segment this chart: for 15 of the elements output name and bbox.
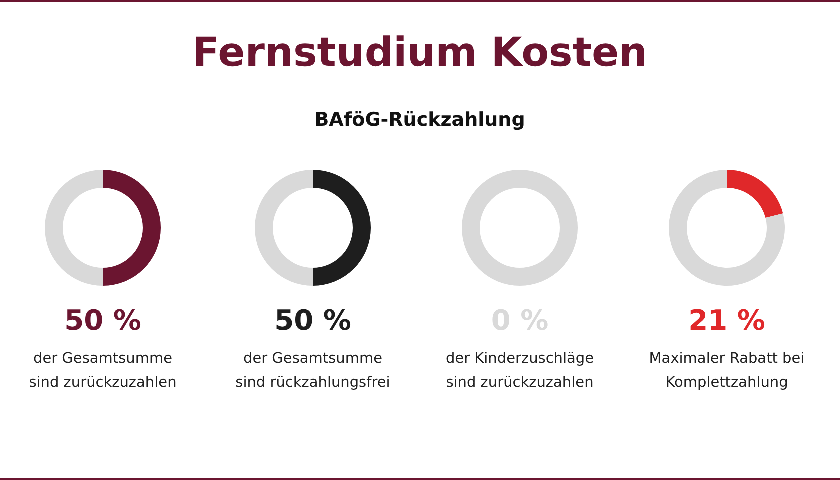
donut-slice (255, 170, 313, 286)
text: BAföG-Rückzahlung (314, 109, 526, 131)
text: 21 % (688, 304, 766, 337)
donut-slice (669, 170, 785, 286)
donut-slice (103, 170, 161, 286)
donut-slice (727, 170, 784, 218)
text: Maximaler Rabatt bei Komplettzahlung (649, 351, 805, 391)
text: der Kinderzuschläge sind zurückzuzahlen (446, 351, 594, 391)
donut-slice (313, 170, 371, 286)
text: der Gesamtsumme sind rückzahlungsfrei (236, 351, 390, 391)
text: 50 % (64, 304, 142, 337)
text: Fernstudium Kosten (192, 30, 648, 76)
text: der Gesamtsumme sind zurückzuzahlen (29, 351, 177, 391)
donut-slice (45, 170, 103, 286)
text: 50 % (274, 304, 352, 337)
